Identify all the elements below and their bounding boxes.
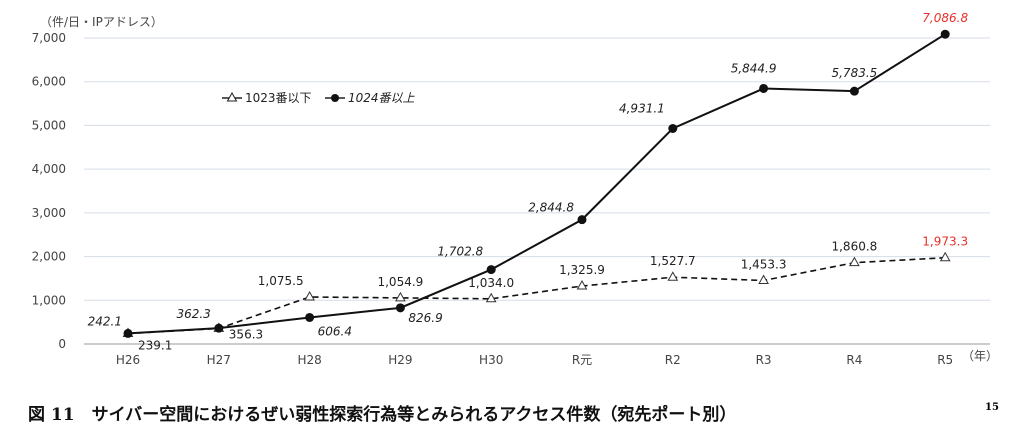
x-tick-label: H29 — [388, 353, 412, 367]
data-label: 1,973.3 — [922, 235, 968, 249]
data-label: 1,860.8 — [831, 240, 877, 254]
data-label: 1,453.3 — [741, 257, 787, 271]
x-tick-label: R3 — [756, 353, 772, 367]
data-label: 826.9 — [408, 311, 442, 325]
data-point — [667, 271, 679, 281]
data-label: 1,325.9 — [559, 263, 605, 277]
data-point — [395, 303, 405, 313]
data-point — [758, 274, 769, 284]
data-label: 2,844.8 — [528, 201, 574, 215]
data-point — [939, 251, 951, 262]
legend: 1023番以下 1024番以上 — [222, 91, 416, 105]
circle-marker-icon — [331, 94, 339, 102]
series-line-0 — [127, 256, 946, 335]
data-label: 356.3 — [229, 327, 263, 341]
data-label: 1,075.5 — [258, 274, 304, 288]
data-point — [485, 292, 497, 303]
data-label: 239.1 — [138, 339, 172, 353]
data-point — [486, 265, 496, 275]
y-tick-label: 7,000 — [32, 31, 66, 45]
data-point — [849, 256, 860, 267]
triangle-marker-icon — [226, 91, 238, 102]
data-label: 1,702.8 — [437, 245, 483, 259]
data-point — [849, 86, 859, 96]
data-point — [214, 323, 224, 333]
data-point — [576, 280, 588, 290]
y-tick-label: 2,000 — [32, 250, 66, 264]
y-tick-label: 3,000 — [32, 206, 66, 220]
data-label: 606.4 — [318, 324, 352, 338]
data-label: 5,783.5 — [831, 66, 877, 80]
data-point — [123, 328, 133, 338]
x-tick-label: H26 — [116, 353, 140, 367]
data-label: 7,086.8 — [922, 11, 968, 25]
y-tick-label: 0 — [58, 337, 66, 351]
data-point — [577, 215, 587, 225]
x-tick-label: R2 — [665, 353, 681, 367]
data-point — [759, 83, 769, 93]
chart-title: 図 11 サイバー空間におけるぜい弱性探索行為等とみられるアクセス件数（宛先ポー… — [28, 404, 736, 425]
y-tick-label: 4,000 — [32, 162, 66, 176]
y-tick-label: 1,000 — [32, 293, 66, 307]
data-label: 1,034.0 — [468, 276, 514, 290]
data-point — [668, 123, 678, 133]
x-axis-unit: （年） — [962, 349, 998, 363]
data-label: 4,931.1 — [619, 101, 665, 115]
data-point — [305, 312, 315, 322]
y-tick-label: 5,000 — [32, 118, 66, 132]
y-tick-label: 6,000 — [32, 75, 66, 89]
x-tick-label: H28 — [297, 353, 321, 367]
data-label: 362.3 — [176, 307, 210, 321]
data-label: 1,527.7 — [650, 254, 696, 268]
series-line-1 — [127, 33, 946, 335]
data-label: 242.1 — [88, 314, 122, 328]
data-point — [395, 291, 406, 302]
x-tick-label: R5 — [937, 353, 953, 367]
x-tick-label: R元 — [572, 353, 592, 367]
data-point — [940, 29, 950, 39]
footnote-marker: 15 — [985, 402, 999, 413]
x-tick-label: H27 — [207, 353, 231, 367]
x-tick-label: R4 — [846, 353, 862, 367]
legend-series-1024: 1024番以上 — [348, 91, 416, 105]
x-tick-label: H30 — [479, 353, 503, 367]
data-point — [304, 290, 315, 301]
legend-series-1023: 1023番以下 — [245, 91, 312, 105]
y-axis-label: （件/日・IPアドレス） — [40, 15, 163, 29]
data-label: 5,844.9 — [731, 61, 777, 75]
data-label: 1,054.9 — [377, 275, 423, 289]
